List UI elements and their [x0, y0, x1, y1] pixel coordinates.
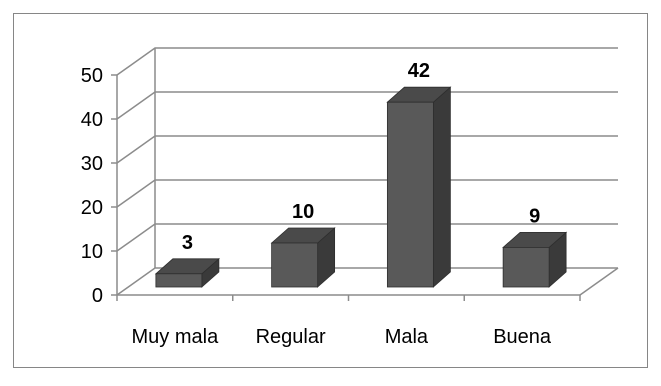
data-label: 10: [292, 201, 314, 223]
bar-front-face: [155, 273, 203, 288]
x-tick-label: Mala: [385, 326, 429, 348]
gridline: [116, 267, 618, 296]
bar: [270, 227, 336, 288]
data-label: 9: [529, 205, 540, 227]
bars: [154, 86, 568, 288]
gridline: [116, 179, 618, 208]
y-tick-label: 0: [92, 285, 103, 307]
bar-side-face: [432, 86, 451, 288]
bar-front-face: [386, 101, 434, 288]
bar-front-face: [271, 242, 319, 288]
data-label: 42: [408, 60, 430, 82]
chart-border: [13, 13, 648, 368]
gridline: [116, 91, 618, 120]
y-tick-label: 20: [81, 197, 103, 219]
floor-right-edge: [579, 267, 619, 296]
x-tick-label: Muy mala: [132, 326, 220, 348]
bar-front-face: [502, 246, 550, 288]
y-tick-label: 50: [81, 65, 103, 87]
data-label: 3: [182, 232, 193, 254]
y-tick-label: 10: [81, 241, 103, 263]
gridline: [116, 47, 618, 76]
bar: [502, 231, 568, 288]
y-tick-label: 40: [81, 109, 103, 131]
y-tick-label: 30: [81, 153, 103, 175]
gridlines: [116, 47, 618, 296]
bar: [386, 86, 452, 288]
data-labels: 3 10 42 9: [182, 60, 540, 254]
x-tick-label: Regular: [256, 326, 326, 348]
y-axis: 0 10 20 30 40 50: [81, 65, 118, 307]
gridline: [116, 223, 618, 252]
gridline: [116, 135, 618, 164]
bar: [154, 257, 220, 288]
x-tick-label: Buena: [493, 326, 552, 348]
x-axis: Muy mala Regular Mala Buena: [116, 295, 581, 348]
